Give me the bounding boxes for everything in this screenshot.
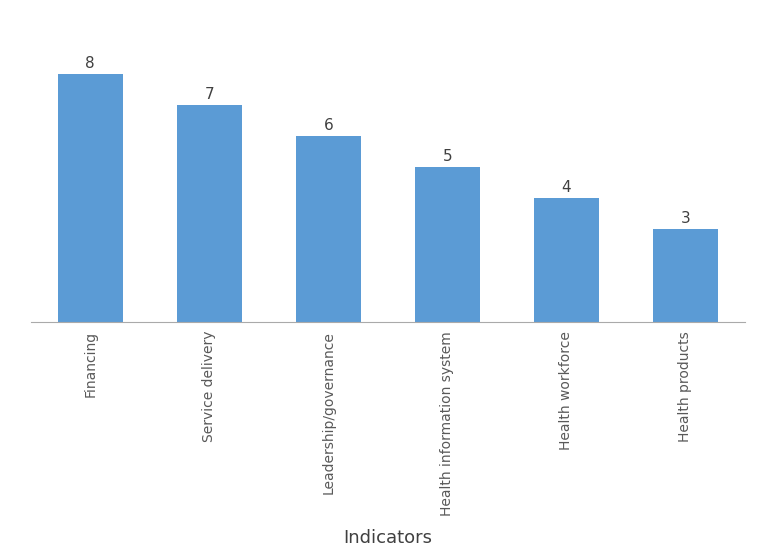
Bar bbox=[653, 230, 718, 322]
Text: 7: 7 bbox=[204, 87, 214, 102]
Bar bbox=[534, 198, 599, 322]
Text: 4: 4 bbox=[561, 180, 571, 195]
X-axis label: Indicators: Indicators bbox=[343, 529, 432, 548]
Text: 3: 3 bbox=[680, 211, 690, 226]
Bar bbox=[177, 105, 242, 322]
Text: 8: 8 bbox=[85, 56, 95, 71]
Bar bbox=[296, 136, 361, 322]
Bar bbox=[415, 167, 480, 322]
Text: 6: 6 bbox=[323, 118, 333, 133]
Bar bbox=[58, 75, 123, 322]
Text: 5: 5 bbox=[442, 149, 452, 164]
